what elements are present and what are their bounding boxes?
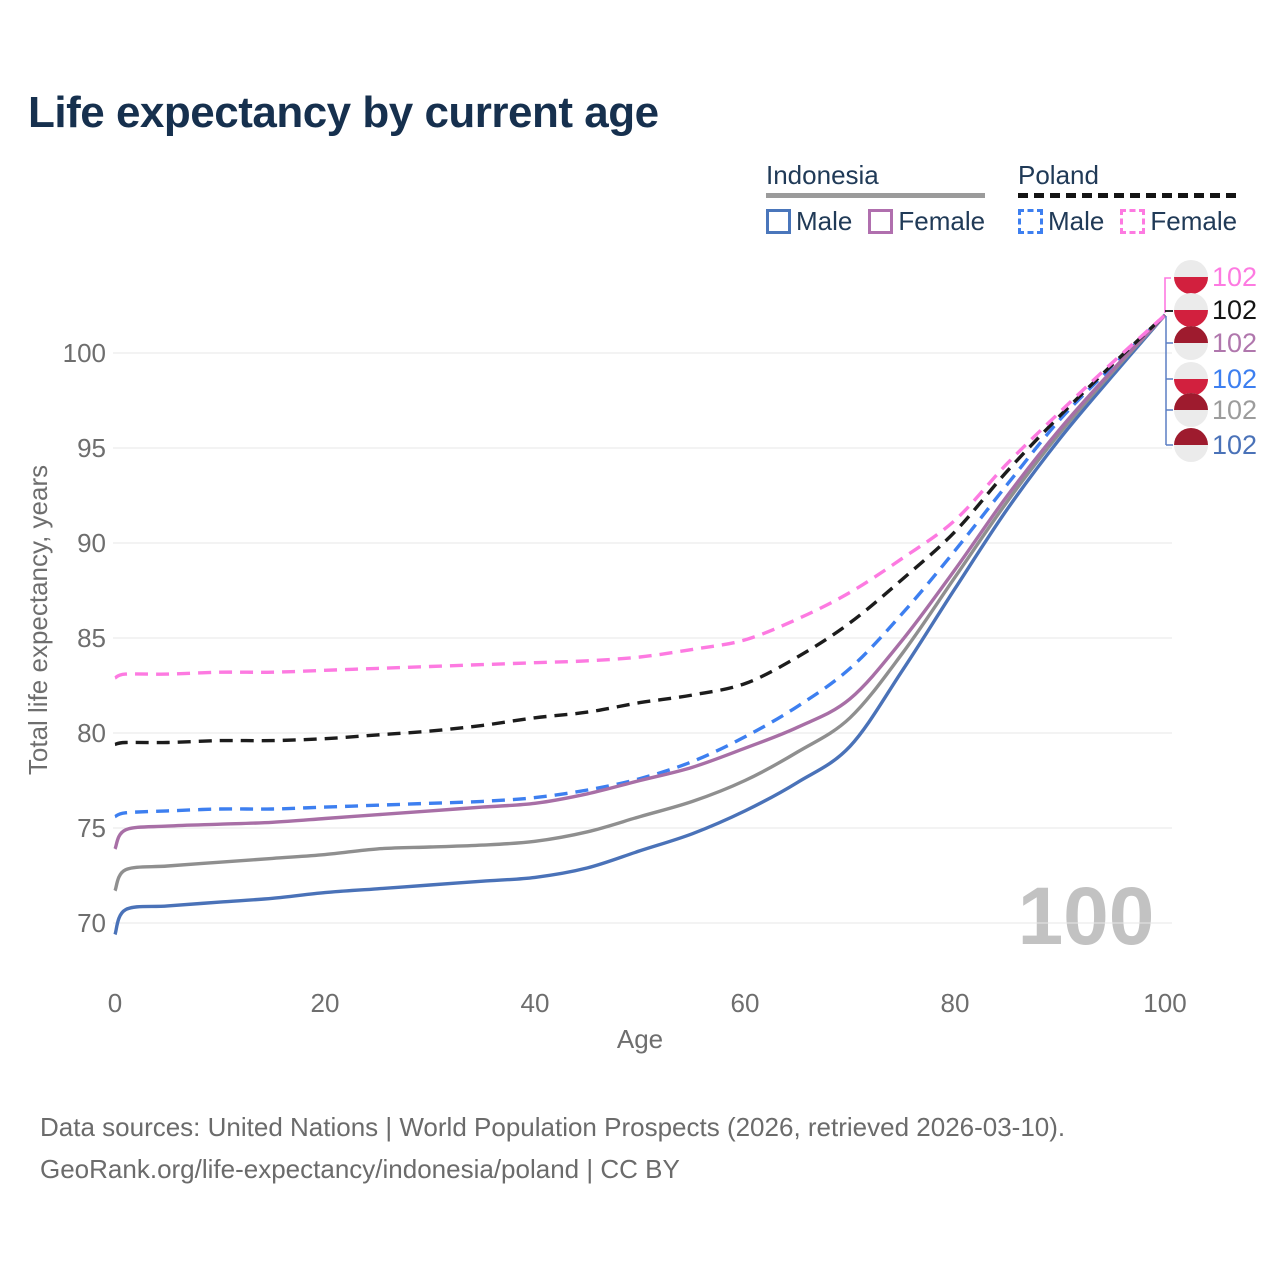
age-counter-watermark: 100: [1018, 871, 1155, 962]
poland-flag-icon: [1174, 277, 1208, 294]
legend-item-poland-female[interactable]: Female: [1120, 206, 1237, 237]
series-line-poland-both-sexes: [114, 313, 1167, 747]
indonesia-line-style-swatch: [766, 193, 986, 198]
end-value-label-indonesia-female: 102: [1212, 328, 1257, 358]
footer-sources-line: Data sources: United Nations | World Pop…: [40, 1112, 1066, 1142]
series-line-poland-female: [114, 313, 1167, 680]
legend-item-indonesia-female[interactable]: Female: [868, 206, 985, 237]
x-tick-label-100: 100: [1143, 988, 1186, 1018]
legend-label-poland-male: Male: [1048, 206, 1105, 236]
indonesia-flag-icon: [1174, 326, 1208, 343]
y-tick-label-95: 95: [77, 433, 106, 463]
y-tick-label-80: 80: [77, 718, 106, 748]
y-tick-label-100: 100: [63, 338, 106, 368]
legend-label-poland-female: Female: [1150, 206, 1238, 236]
legend-country-poland[interactable]: Poland: [1018, 160, 1099, 190]
chart-footer: Data sources: United Nations | World Pop…: [40, 1106, 1065, 1190]
y-tick-label-70: 70: [77, 908, 106, 938]
series-line-poland-male: [114, 313, 1167, 819]
poland-flag-icon: [1174, 310, 1208, 327]
legend-item-indonesia-male[interactable]: Male: [766, 206, 852, 237]
leader-line-poland-female: [1164, 277, 1171, 313]
indonesia-flag-icon: [1174, 393, 1208, 410]
end-value-label-indonesia-both-sexes: 102: [1212, 395, 1257, 425]
x-tick-label-80: 80: [941, 988, 970, 1018]
leader-bracket: [1165, 316, 1173, 446]
poland-male-swatch: [1018, 209, 1043, 234]
x-axis-title: Age: [617, 1024, 663, 1054]
poland-flag-icon: [1174, 379, 1208, 396]
x-tick-label-40: 40: [521, 988, 550, 1018]
legend-label-indonesia-female: Female: [898, 206, 986, 236]
end-value-label-poland-male: 102: [1212, 364, 1257, 394]
x-tick-label-60: 60: [731, 988, 760, 1018]
x-tick-label-20: 20: [311, 988, 340, 1018]
legend-group-indonesia: Indonesia Male Female: [766, 160, 986, 237]
end-value-label-poland-both-sexes: 102: [1212, 295, 1257, 325]
series-line-indonesia-male: [113, 313, 1167, 936]
y-axis-title: Total life expectancy, years: [23, 465, 53, 775]
series-line-indonesia-female: [113, 313, 1167, 850]
legend-country-indonesia[interactable]: Indonesia: [766, 160, 879, 190]
indonesia-female-swatch: [868, 209, 894, 234]
legend-item-poland-male[interactable]: Male: [1018, 206, 1104, 237]
y-tick-label-85: 85: [77, 623, 106, 653]
series-line-indonesia-both-sexes: [113, 313, 1167, 892]
footer-url-line: GeoRank.org/life-expectancy/indonesia/po…: [40, 1154, 680, 1184]
poland-female-swatch: [1120, 209, 1146, 234]
page-title: Life expectancy by current age: [28, 88, 659, 137]
y-tick-label-75: 75: [77, 813, 106, 843]
x-tick-label-0: 0: [108, 988, 122, 1018]
indonesia-male-swatch: [766, 209, 791, 234]
legend-group-poland: Poland Male Female: [1018, 160, 1238, 237]
end-value-label-poland-female: 102: [1212, 262, 1257, 292]
poland-line-style-swatch: [1018, 193, 1238, 198]
legend-label-indonesia-male: Male: [796, 206, 853, 236]
y-tick-label-90: 90: [77, 528, 106, 558]
end-value-label-indonesia-male: 102: [1212, 430, 1257, 460]
indonesia-flag-icon: [1174, 428, 1208, 445]
